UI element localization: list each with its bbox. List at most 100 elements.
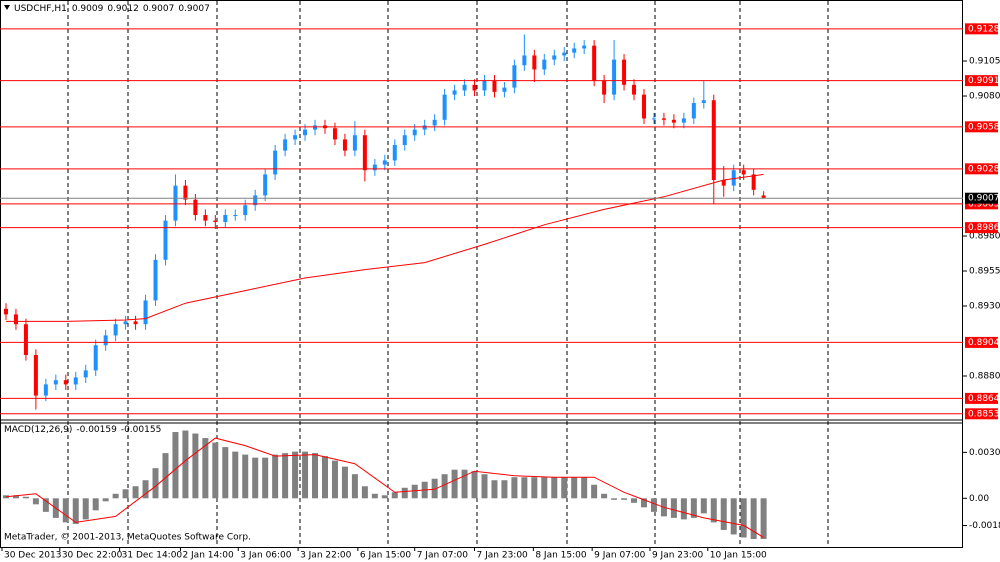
macd-bar [142,480,149,499]
candle-body [402,135,407,146]
x-tick-label: 6 Jan 15:00 [360,551,412,561]
candle-body [582,45,587,49]
candle-body [432,119,437,126]
level-label: 0.8853 [968,409,1000,419]
macd-bar [212,442,219,499]
macd-bar [511,477,518,499]
x-tick-label: 3 Jan 22:00 [300,551,352,561]
macd-bar [680,498,687,520]
x-tick-label: 9 Jan 23:00 [652,551,704,561]
y-tick-label: 0.8955 [969,267,1000,277]
macd-title: MACD(12,26,9) [4,425,72,435]
macd-bar [262,457,269,499]
macd-bar [591,484,598,499]
level-label: 0.9058 [968,122,1000,132]
level-label: 0.9003 [968,199,1000,209]
candle-body [173,185,178,221]
macd-bar [292,451,299,499]
macd-bar [182,430,189,499]
x-tick-label: 7 Jan 23:00 [477,551,529,561]
quote-open: 0.9009 [72,4,104,14]
candle-body [352,135,357,151]
credit: MetaTrader, © 2001-2013, MetaQuotes Soft… [4,533,251,543]
macd-bar [232,451,239,499]
candle-body [462,84,467,91]
macd-bar [740,498,747,538]
macd-signal: -0.00155 [121,425,161,435]
macd-bar [102,498,109,502]
x-tick-label: 31 Dec 14:00 [122,551,183,561]
candle-body [612,59,617,95]
candle-body [671,119,676,123]
macd-bar [112,493,119,499]
candle-body [73,377,78,385]
candle-body [472,84,477,91]
macd-bar [760,498,767,539]
candle-body [183,185,188,200]
candle-body [362,135,367,171]
macd-bar [321,456,328,499]
macd-bar [720,498,727,530]
candle-body [492,80,497,92]
macd-bar [541,477,548,499]
candle-body [562,52,567,56]
candle-body [23,324,28,356]
level-label: 0.8904 [968,338,1000,348]
macd-bar [451,469,458,499]
macd-bar [2,495,9,499]
candle-body [123,321,128,325]
candle-body [542,59,547,70]
candle-body [143,300,148,325]
quote-low: 0.9007 [143,4,175,14]
symbol: USDCHF,H1 [14,4,67,14]
candle-body [332,128,337,140]
macd-bar [62,498,69,523]
x-tick-label: 3 Jan 06:00 [240,551,292,561]
macd-bar [531,477,538,499]
macd-bar [92,498,99,511]
candle-body [303,129,308,136]
candle-body [681,118,686,123]
macd-bar [700,498,707,514]
macd-bar [431,478,438,499]
y-tick-label: 0.8980 [969,232,1000,242]
macd-bar [491,480,498,499]
y-tick-label: 0.8880 [969,372,1000,382]
macd-bar [730,498,737,535]
candle-body [711,100,716,181]
macd-bar [401,487,408,499]
macd-bar [192,433,199,499]
macd-bar [601,493,608,499]
candle-body [651,118,656,120]
macd-bar [640,498,647,508]
menu-arrow[interactable] [4,5,10,10]
chart-header: USDCHF,H1 0.9009 0.9012 0.9007 0.9007 [14,4,210,14]
y-tick-label: -0.00181 [969,521,1000,531]
candle-body [103,335,108,346]
macd-bar [411,484,418,499]
candle-body [741,170,746,175]
macd-bar [670,498,677,518]
candle-body [293,135,298,140]
y-tick-label: 0.00 [969,494,989,504]
macd-bar [441,474,448,499]
candle-body [113,324,118,336]
candle-body [342,139,347,151]
candle-body [372,164,377,171]
macd-bar [611,498,618,500]
level-label: 0.9091 [968,76,1000,86]
candle-body [223,215,228,223]
macd-bar [750,498,757,539]
y-tick-label: 0.8930 [969,302,1000,312]
macd-bar [282,453,289,499]
candle-body [233,215,238,217]
macd-bar [561,477,568,499]
macd-bar [152,468,159,499]
candle-body [721,180,726,186]
macd-bar [710,498,717,523]
macd-bar [12,495,19,499]
level-label: 0.8986 [968,223,1000,233]
macd-bar [361,486,368,499]
macd-bar [650,498,657,512]
